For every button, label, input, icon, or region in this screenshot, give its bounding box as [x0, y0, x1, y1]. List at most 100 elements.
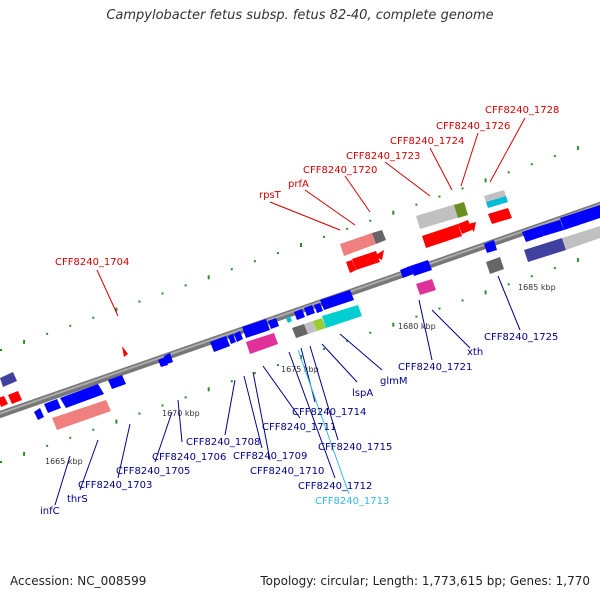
gene-label-bottom[interactable]: CFF8240_1712	[298, 481, 372, 492]
gene-feature	[346, 260, 356, 273]
tick-dot	[369, 219, 372, 222]
scale-label: 1670 kbp	[162, 409, 200, 418]
genome-summary-text: Topology: circular; Length: 1,773,615 bp…	[260, 574, 590, 588]
gene-label-bottom[interactable]: xth	[467, 347, 483, 358]
gene-feature	[468, 222, 476, 232]
tick-dot	[115, 307, 118, 312]
gene-label-bottom[interactable]: thrS	[67, 494, 88, 505]
gene-label-top[interactable]: rpsT	[259, 190, 282, 201]
gene-label-bottom[interactable]: CFF8240_1714	[292, 407, 366, 418]
gene-feature	[210, 336, 230, 352]
scale-label: 1680 kbp	[398, 322, 436, 331]
tick-dot	[207, 275, 210, 280]
gene-feature	[352, 251, 380, 270]
gene-feature	[340, 233, 376, 256]
gene-label-bottom[interactable]: CFF8240_1710	[250, 466, 324, 477]
gene-labels-bottom: infC thrS CFF8240_1703 CFF8240_1705 CFF8…	[40, 332, 558, 517]
tick-dot	[553, 267, 556, 270]
tick-dot	[323, 235, 326, 238]
gene-label-top[interactable]: CFF8240_1704	[55, 257, 129, 268]
gene-feature	[8, 391, 22, 404]
gene-label-top[interactable]: CFF8240_1723	[346, 151, 420, 162]
tick-dot	[369, 331, 372, 334]
tick-dot	[576, 146, 579, 151]
tick-dot	[392, 322, 395, 327]
tick-dot	[530, 163, 533, 166]
gene-feature	[0, 396, 8, 407]
tick-dot	[392, 210, 395, 215]
gene-label-top[interactable]: CFF8240_1726	[436, 121, 510, 132]
tick-dot	[23, 339, 26, 344]
tick-dot	[69, 436, 72, 439]
gene-label-bottom[interactable]: CFF8240_1703	[78, 480, 152, 491]
gene-feature	[484, 190, 506, 202]
gene-feature	[486, 257, 504, 274]
gene-label-bottom[interactable]: lspA	[352, 388, 373, 399]
gene-feature	[524, 238, 566, 262]
gene-feature	[320, 290, 354, 310]
gene-label-bottom[interactable]: CFF8240_1711	[262, 422, 336, 433]
gene-label-bottom[interactable]: infC	[40, 506, 60, 517]
tick-dot	[0, 461, 2, 463]
tick-dot	[461, 299, 464, 302]
gene-label-bottom[interactable]: CFF8240_1721	[398, 362, 472, 373]
tick-dot	[576, 258, 579, 263]
genome-backbone-highlight	[0, 203, 600, 415]
tick-dot	[253, 260, 256, 263]
gene-label-bottom[interactable]: CFF8240_1706	[152, 452, 226, 463]
leader-lines-top	[96, 117, 526, 317]
tick-dot	[276, 252, 279, 255]
gene-label-top[interactable]: CFF8240_1728	[485, 105, 559, 116]
tick-dot	[415, 315, 418, 318]
tick-dot	[184, 284, 187, 287]
tick-dot	[138, 412, 141, 415]
tick-dot	[346, 227, 349, 230]
scale-label: 1685 kbp	[518, 283, 556, 292]
gene-feature	[60, 384, 104, 408]
tick-dot	[323, 347, 326, 350]
tick-dot	[530, 275, 533, 278]
tick-dot	[161, 292, 164, 295]
gene-label-bottom[interactable]: glmM	[380, 376, 408, 387]
tick-dot	[161, 404, 164, 407]
tick-dot	[553, 155, 556, 158]
tick-dot	[230, 380, 233, 383]
scale-label: 1665 kbp	[45, 457, 83, 466]
gene-label-bottom[interactable]: CFF8240_1705	[116, 466, 190, 477]
gene-feature	[164, 353, 173, 364]
gene-label-bottom-highlight[interactable]: CFF8240_1713	[315, 496, 389, 507]
tick-dot	[92, 428, 95, 431]
tick-dot	[484, 178, 487, 183]
gene-feature	[410, 260, 432, 276]
gene-feature	[294, 309, 305, 320]
gene-label-top[interactable]: CFF8240_1724	[390, 136, 464, 147]
gene-label-bottom[interactable]: CFF8240_1715	[318, 442, 392, 453]
gene-labels-top: CFF8240_1704 rpsT prfA CFF8240_1720 CFF8…	[55, 105, 559, 268]
tick-dot	[69, 324, 72, 327]
tick-dot	[230, 268, 233, 271]
tick-dot	[0, 349, 2, 351]
gene-feature	[286, 316, 292, 323]
leader-line-highlight	[297, 349, 350, 495]
gene-feature	[422, 224, 462, 248]
tick-dot	[46, 332, 49, 335]
tick-dot	[23, 451, 26, 456]
gene-feature	[34, 408, 44, 420]
gene-feature	[246, 333, 278, 354]
gene-label-top[interactable]: CFF8240_1720	[303, 165, 377, 176]
gene-label-bottom[interactable]: CFF8240_1709	[233, 451, 307, 462]
gene-feature	[108, 375, 126, 389]
gene-feature	[44, 399, 61, 413]
gene-label-bottom[interactable]: CFF8240_1725	[484, 332, 558, 343]
gene-feature	[560, 205, 600, 230]
tick-dot	[207, 387, 210, 392]
gene-feature	[313, 318, 326, 331]
gene-feature	[304, 321, 317, 334]
gene-label-top[interactable]: prfA	[288, 179, 309, 190]
gene-label-bottom[interactable]: CFF8240_1708	[186, 437, 260, 448]
gene-feature	[562, 226, 600, 250]
gene-feature	[228, 334, 236, 344]
tick-dot	[92, 316, 95, 319]
tick-dot	[46, 444, 49, 447]
leader-lines-bottom	[54, 275, 521, 506]
